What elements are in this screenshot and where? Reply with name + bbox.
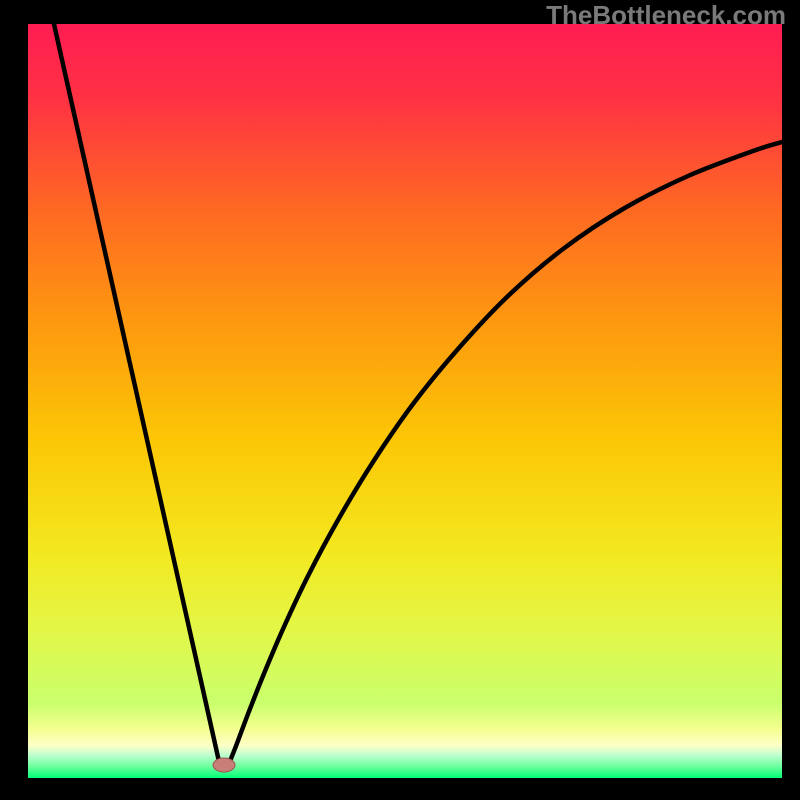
chart-container: TheBottleneck.com xyxy=(0,0,800,800)
plot-area xyxy=(28,24,782,778)
min-point-marker xyxy=(213,758,235,772)
watermark-text: TheBottleneck.com xyxy=(546,0,786,31)
gradient-rect xyxy=(28,24,782,778)
gradient-background xyxy=(28,24,782,778)
